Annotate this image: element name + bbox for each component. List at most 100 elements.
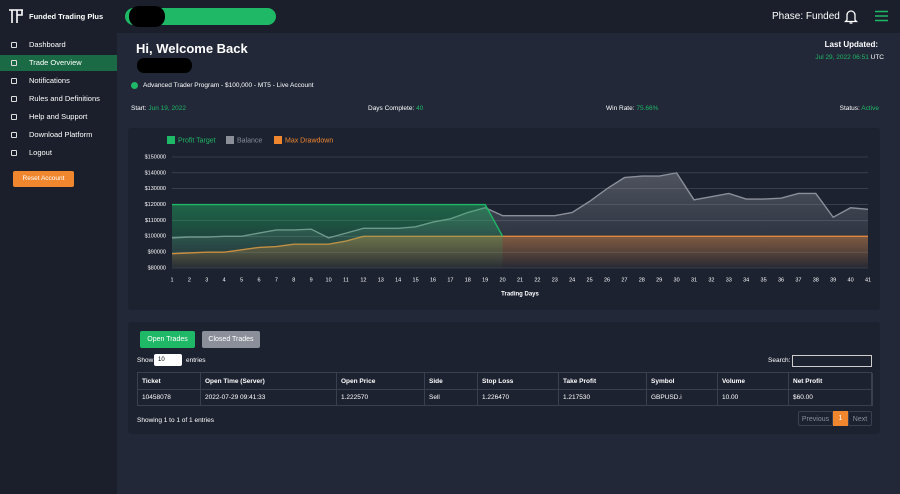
- x-axis-title: Trading Days: [501, 292, 539, 298]
- x-tick-label: 12: [360, 277, 366, 283]
- search-input[interactable]: [792, 355, 872, 367]
- prev-button[interactable]: Previous: [798, 411, 833, 426]
- menu-item[interactable]: Notifications: [0, 73, 117, 89]
- y-tick-label: $130000: [145, 186, 166, 192]
- table-cell: 2022-07-29 09:41:33: [201, 390, 337, 406]
- table-header[interactable]: Side: [425, 373, 478, 390]
- menu-item[interactable]: Trade Overview: [0, 55, 117, 71]
- stat-label: Win Rate:: [606, 105, 635, 112]
- x-tick-label: 24: [569, 277, 575, 283]
- table-header[interactable]: Net Profit: [789, 373, 873, 390]
- stat-value: Jun 19, 2022: [148, 105, 186, 112]
- menu-item[interactable]: Rules and Definitions: [0, 91, 117, 107]
- x-tick-label: 10: [326, 277, 332, 283]
- x-tick-label: 25: [587, 277, 593, 283]
- menu-label: Logout: [29, 148, 52, 157]
- logo: [9, 9, 23, 23]
- stat-label: Start:: [131, 105, 147, 112]
- length-select[interactable]: 10: [154, 354, 182, 366]
- y-tick-label: $120000: [145, 202, 166, 208]
- legend-label: Max Drawdown: [285, 137, 333, 144]
- menu-item[interactable]: Help and Support: [0, 109, 117, 125]
- menu-item[interactable]: Dashboard: [0, 37, 117, 53]
- table-header[interactable]: Stop Loss: [478, 373, 559, 390]
- stat: Days Complete: 40: [368, 105, 423, 112]
- x-tick-label: 14: [395, 277, 401, 283]
- menu-label: Download Platform: [29, 130, 93, 139]
- legend-swatch: [226, 136, 234, 144]
- x-tick-label: 33: [726, 277, 732, 283]
- x-tick-label: 28: [639, 277, 645, 283]
- tab[interactable]: Open Trades: [140, 331, 195, 348]
- table-info: Showing 1 to 1 of 1 entries: [137, 417, 214, 424]
- menu-label: Help and Support: [29, 112, 88, 121]
- menu-icon: [11, 114, 17, 120]
- redacted-name: [137, 58, 192, 73]
- table-cell: Sell: [425, 390, 478, 406]
- menu-icon: [11, 150, 17, 156]
- bell-icon[interactable]: [844, 9, 858, 25]
- menu-label: Trade Overview: [29, 58, 82, 67]
- x-tick-label: 40: [848, 277, 854, 283]
- table-cell: 10.00: [718, 390, 789, 406]
- x-tick-label: 13: [378, 277, 384, 283]
- x-tick-label: 32: [708, 277, 714, 283]
- legend-label: Profit Target: [178, 137, 216, 144]
- menu-item[interactable]: Logout: [0, 145, 117, 161]
- stat-value: Active: [861, 105, 879, 112]
- x-tick-label: 41: [865, 277, 871, 283]
- header: Phase: Funded: [117, 0, 900, 33]
- x-tick-label: 15: [413, 277, 419, 283]
- menu-item[interactable]: Download Platform: [0, 127, 117, 143]
- x-tick-label: 34: [743, 277, 749, 283]
- y-tick-label: $150000: [145, 154, 166, 160]
- last-updated-time: Jul 29, 2022 06:51: [815, 54, 869, 61]
- table-header[interactable]: Open Price: [337, 373, 425, 390]
- x-tick-label: 6: [257, 277, 260, 283]
- y-tick-label: $80000: [148, 265, 166, 271]
- stat-value: 75.66%: [636, 105, 659, 112]
- brand: Funded Trading Plus: [29, 12, 104, 21]
- menu-icon: [11, 60, 17, 66]
- table-header[interactable]: Symbol: [647, 373, 718, 390]
- x-tick-label: 35: [761, 277, 767, 283]
- x-tick-label: 2: [188, 277, 191, 283]
- x-tick-label: 36: [778, 277, 784, 283]
- x-tick-label: 37: [795, 277, 801, 283]
- search-label: Search:: [768, 357, 791, 364]
- table-header[interactable]: Ticket: [138, 373, 201, 390]
- stat-label: Status:: [839, 105, 860, 112]
- x-tick-label: 5: [240, 277, 243, 283]
- menu-icon[interactable]: [875, 10, 888, 22]
- x-tick-label: 7: [275, 277, 278, 283]
- y-tick-label: $100000: [145, 234, 166, 240]
- live-dot: [131, 82, 138, 89]
- table-header[interactable]: Open Time (Server): [201, 373, 337, 390]
- phase: Phase: Funded: [772, 11, 840, 22]
- page-button[interactable]: 1: [833, 411, 848, 426]
- y-tick-label: $110000: [145, 218, 166, 224]
- chart: $80000 $90000 $100000 $110000 $120000 $130000…: [145, 136, 871, 298]
- table-header[interactable]: Take Profit: [559, 373, 647, 390]
- next-button[interactable]: Next: [848, 411, 872, 426]
- last-updated: Jul 29, 2022 06:51 UTC: [815, 54, 884, 61]
- table-header[interactable]: Volume: [718, 373, 789, 390]
- x-tick-label: 19: [482, 277, 488, 283]
- y-tick-label: $140000: [145, 170, 166, 176]
- menu-label: Rules and Definitions: [29, 94, 100, 103]
- stat: Start: Jun 19, 2022: [131, 105, 186, 112]
- x-tick-label: 30: [674, 277, 680, 283]
- menu-icon: [11, 42, 17, 48]
- x-tick-label: 26: [604, 277, 610, 283]
- menu-icon: [11, 96, 17, 102]
- x-tick-label: 4: [223, 277, 226, 283]
- tab[interactable]: Closed Trades: [202, 331, 260, 348]
- menu-icon: [11, 78, 17, 84]
- menu-icon: [11, 132, 17, 138]
- stat: Win Rate: 75.66%: [606, 105, 658, 112]
- x-tick-label: 23: [552, 277, 558, 283]
- x-tick-label: 27: [621, 277, 627, 283]
- table-cell: GBPUSD.i: [647, 390, 718, 406]
- reset-button[interactable]: Reset Account: [13, 171, 74, 187]
